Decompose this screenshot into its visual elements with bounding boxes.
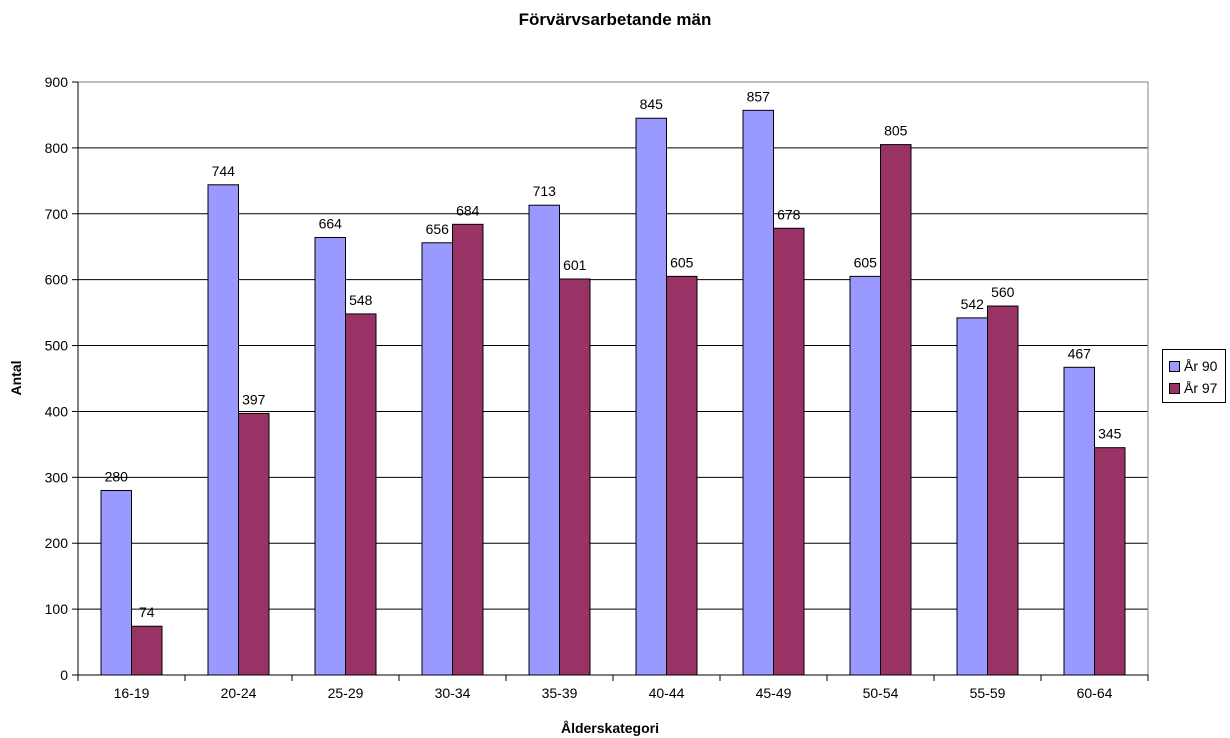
data-label: 74 bbox=[139, 604, 155, 620]
data-label: 845 bbox=[640, 96, 664, 112]
bar bbox=[314, 236, 346, 676]
x-tick-label: 16-19 bbox=[114, 685, 150, 701]
legend-label-ar-90: År 90 bbox=[1184, 358, 1218, 374]
x-tick-label: 55-59 bbox=[970, 685, 1006, 701]
chart-title: Förvärvsarbetande män bbox=[519, 10, 712, 29]
bar bbox=[849, 275, 881, 676]
bar bbox=[773, 227, 805, 676]
legend-label-ar-97: År 97 bbox=[1184, 380, 1218, 396]
bar bbox=[559, 278, 591, 676]
bar bbox=[238, 412, 270, 676]
x-tick-label: 40-44 bbox=[649, 685, 685, 701]
data-label: 656 bbox=[426, 221, 450, 237]
bar bbox=[345, 313, 377, 676]
data-label: 744 bbox=[212, 163, 236, 179]
bar bbox=[666, 275, 698, 676]
bar bbox=[1094, 447, 1126, 676]
data-label: 678 bbox=[777, 206, 801, 222]
x-tick-label: 20-24 bbox=[221, 685, 257, 701]
data-label: 548 bbox=[349, 292, 373, 308]
data-label: 664 bbox=[319, 215, 343, 231]
data-label: 713 bbox=[533, 183, 557, 199]
data-label: 542 bbox=[961, 296, 985, 312]
bar bbox=[880, 144, 912, 676]
x-tick-label: 35-39 bbox=[542, 685, 578, 701]
y-tick-label: 900 bbox=[45, 74, 69, 90]
data-label: 605 bbox=[854, 254, 878, 270]
legend-swatch-ar-90 bbox=[1169, 360, 1180, 372]
legend-item-ar-97: År 97 bbox=[1169, 377, 1225, 399]
x-tick-label: 30-34 bbox=[435, 685, 471, 701]
bar bbox=[956, 317, 988, 676]
bar bbox=[987, 305, 1019, 676]
x-tick-label: 60-64 bbox=[1077, 685, 1113, 701]
y-tick-label: 200 bbox=[45, 535, 69, 551]
legend-item-ar-90: År 90 bbox=[1169, 355, 1225, 377]
bar bbox=[421, 242, 453, 676]
data-label: 280 bbox=[105, 469, 129, 485]
bar bbox=[528, 204, 560, 676]
y-tick-label: 600 bbox=[45, 272, 69, 288]
y-axis-label: Antal bbox=[8, 361, 24, 396]
bar bbox=[100, 490, 132, 676]
bar bbox=[207, 184, 239, 676]
legend-swatch-ar-97 bbox=[1169, 382, 1180, 394]
data-label: 605 bbox=[670, 254, 694, 270]
data-label: 684 bbox=[456, 202, 480, 218]
x-axis-label: Ålderskategori bbox=[561, 720, 659, 736]
data-label: 805 bbox=[884, 123, 908, 139]
bar bbox=[742, 109, 774, 676]
y-tick-label: 300 bbox=[45, 469, 69, 485]
data-label: 397 bbox=[242, 391, 266, 407]
bar bbox=[452, 223, 484, 676]
plot-area: 0 100 200 300 400 500 600 700 800 900 280 74 16-19 74… bbox=[45, 74, 1149, 701]
x-tick-label: 45-49 bbox=[756, 685, 792, 701]
x-tick-label: 25-29 bbox=[328, 685, 364, 701]
bar bbox=[635, 117, 667, 676]
bar bbox=[1063, 366, 1095, 676]
bar bbox=[131, 625, 163, 676]
x-tick-label: 50-54 bbox=[863, 685, 899, 701]
y-tick-label: 0 bbox=[60, 667, 68, 683]
data-label: 467 bbox=[1068, 345, 1092, 361]
y-tick-label: 400 bbox=[45, 403, 69, 419]
y-tick-label: 500 bbox=[45, 338, 69, 354]
legend: År 90 År 97 bbox=[1162, 349, 1226, 403]
y-tick-label: 700 bbox=[45, 206, 69, 222]
data-label: 857 bbox=[747, 88, 771, 104]
data-label: 345 bbox=[1098, 426, 1122, 442]
data-label: 601 bbox=[563, 257, 587, 273]
data-label: 560 bbox=[991, 284, 1015, 300]
y-tick-label: 100 bbox=[45, 601, 69, 617]
y-tick-label: 800 bbox=[45, 140, 69, 156]
